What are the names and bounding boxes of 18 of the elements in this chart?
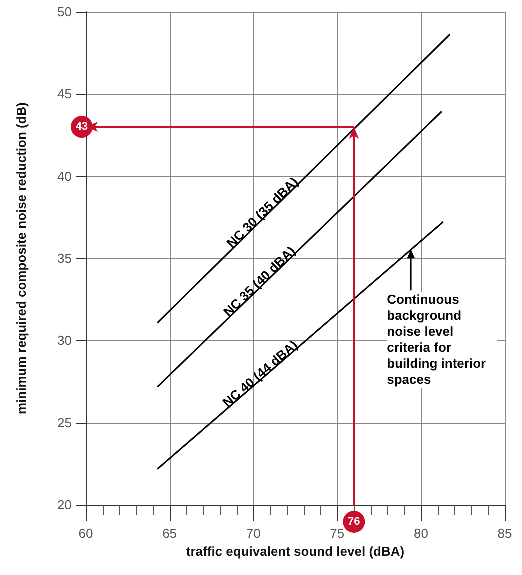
y-tick-label: 45 xyxy=(58,86,72,102)
x-tick-label: 75 xyxy=(330,526,345,541)
x-tick-label: 60 xyxy=(78,526,94,541)
x-tick-label: 80 xyxy=(414,526,428,541)
x-tick-label: 70 xyxy=(246,526,261,541)
annotation: Continuous background noise level criteria for building interior spaces xyxy=(387,292,498,388)
x-tick-label: 85 xyxy=(498,526,512,541)
y-tick-label: 40 xyxy=(58,168,72,184)
ref-line-label: 43 xyxy=(76,121,88,134)
y-tick-label: 20 xyxy=(58,498,72,512)
x-tick-label: 65 xyxy=(162,526,178,541)
y-tick-label: 50 xyxy=(58,4,72,20)
x-axis-title: traffic equivalent sound level (dBA) xyxy=(186,544,405,559)
ref-line-label: 76 xyxy=(348,516,360,528)
y-axis-title: minimum required composite noise reduction (dB) xyxy=(14,102,29,415)
y-tick-label: 35 xyxy=(58,251,72,266)
y-tick-label: 30 xyxy=(58,333,72,348)
y-tick-label: 25 xyxy=(58,415,72,430)
